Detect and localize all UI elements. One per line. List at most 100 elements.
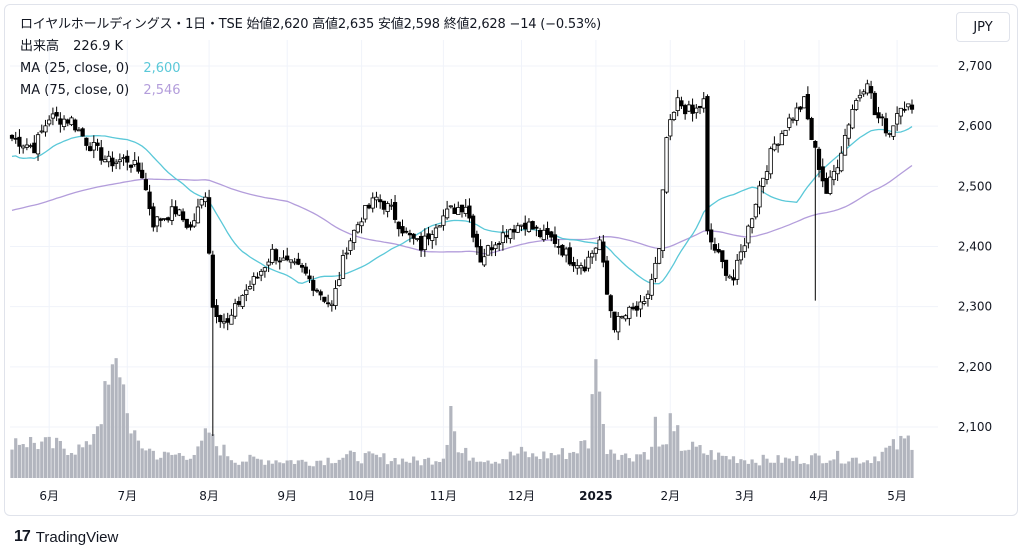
candle-body <box>619 316 625 319</box>
candle-body <box>121 157 126 159</box>
candle-body <box>723 259 729 276</box>
candle-body <box>541 229 546 240</box>
candle-body <box>668 119 673 137</box>
volume-bar <box>207 432 211 478</box>
candle <box>582 259 587 273</box>
candle <box>203 192 208 208</box>
candle <box>214 299 219 324</box>
candle-body <box>820 166 825 182</box>
candle <box>296 252 301 266</box>
candle-body <box>675 97 680 112</box>
volume-bar <box>631 461 635 478</box>
volume-bar <box>739 459 743 478</box>
volume-bar <box>148 448 152 478</box>
volume-bar <box>151 450 155 478</box>
candle-body <box>790 118 796 121</box>
time-tick-label: 2025 <box>579 489 612 503</box>
candle-body <box>850 109 855 129</box>
candle <box>169 199 175 226</box>
volume-bar <box>490 463 494 478</box>
volume-bar <box>724 455 728 478</box>
candle <box>192 213 197 228</box>
candle-body <box>828 176 833 194</box>
volume-bar <box>858 463 862 478</box>
candle-body <box>705 96 710 232</box>
candle <box>831 164 837 186</box>
candle-body <box>649 279 654 296</box>
volume-bar <box>426 457 431 478</box>
candle-body <box>694 107 699 114</box>
candle-body <box>891 125 896 137</box>
volume-bar <box>77 444 81 478</box>
candle <box>140 162 145 179</box>
volume-bar <box>549 452 553 478</box>
tradingview-brand[interactable]: 17 TradingView <box>14 528 118 546</box>
candle-body <box>883 118 889 134</box>
ma25-label: MA (25, close, 0) <box>20 61 130 76</box>
volume-bar <box>575 453 579 478</box>
candle <box>880 113 885 126</box>
candle-body <box>753 203 758 218</box>
candle-body <box>868 86 874 94</box>
candle-body <box>385 203 390 212</box>
candle <box>117 153 122 170</box>
candle-body <box>485 245 491 256</box>
time-axis[interactable]: 6月 7月 8月 9月 10月 11月 12月 2025 2月 3月 4月 5月 <box>39 489 907 503</box>
candle-body <box>787 117 792 128</box>
candle <box>694 104 699 119</box>
candle <box>526 218 532 233</box>
volume-bar <box>43 437 48 478</box>
volume-bar <box>419 465 423 478</box>
volume-bar <box>47 436 51 478</box>
candle-body <box>132 159 137 165</box>
candle-body <box>270 248 275 263</box>
ma75-legend[interactable]: MA (75, close, 0) 2,546 <box>20 80 601 102</box>
volume-bar <box>765 458 769 478</box>
candle <box>712 237 717 254</box>
candle <box>333 280 338 310</box>
candle <box>311 275 316 297</box>
candle <box>445 200 450 220</box>
volume-bar <box>445 444 449 478</box>
ma25-legend[interactable]: MA (25, close, 0) 2,600 <box>20 58 601 80</box>
candle <box>720 250 725 269</box>
candle <box>798 106 803 113</box>
volume-bar <box>281 463 286 478</box>
candle-body <box>530 221 535 230</box>
volume-bar <box>270 463 274 478</box>
volume-bar <box>523 451 527 478</box>
ma75-path <box>11 164 913 255</box>
candle <box>28 143 33 149</box>
volume-bar <box>404 461 408 478</box>
currency-button[interactable]: JPY <box>956 12 1010 42</box>
candle-body <box>61 118 67 127</box>
candle-body <box>593 247 598 254</box>
candle <box>508 228 513 244</box>
tradingview-name: TradingView <box>35 528 119 546</box>
volume-bar <box>55 437 59 478</box>
volume-bar <box>694 446 698 478</box>
candle-body <box>370 197 375 209</box>
volume-bar <box>876 461 881 478</box>
candle <box>604 255 610 295</box>
candle <box>303 262 308 276</box>
candle-body <box>299 264 305 268</box>
candle-body <box>91 142 96 151</box>
price-axis[interactable]: 2,700 2,600 2,500 2,400 2,300 2,200 2,100 <box>958 59 992 434</box>
time-tick-label: 5月 <box>887 489 907 503</box>
candle-body <box>199 198 204 206</box>
candle-body <box>604 260 610 295</box>
candle-body <box>898 107 903 117</box>
candle-body <box>660 189 665 252</box>
candle-body <box>43 125 48 133</box>
candle <box>273 248 279 265</box>
candle-body <box>381 200 387 210</box>
candle-body <box>909 104 915 110</box>
volume-bar <box>188 458 193 478</box>
candle-body <box>21 145 26 149</box>
candle-body <box>95 142 100 146</box>
candle <box>329 300 334 312</box>
volume-bar <box>110 364 115 478</box>
candle-body <box>277 260 282 263</box>
